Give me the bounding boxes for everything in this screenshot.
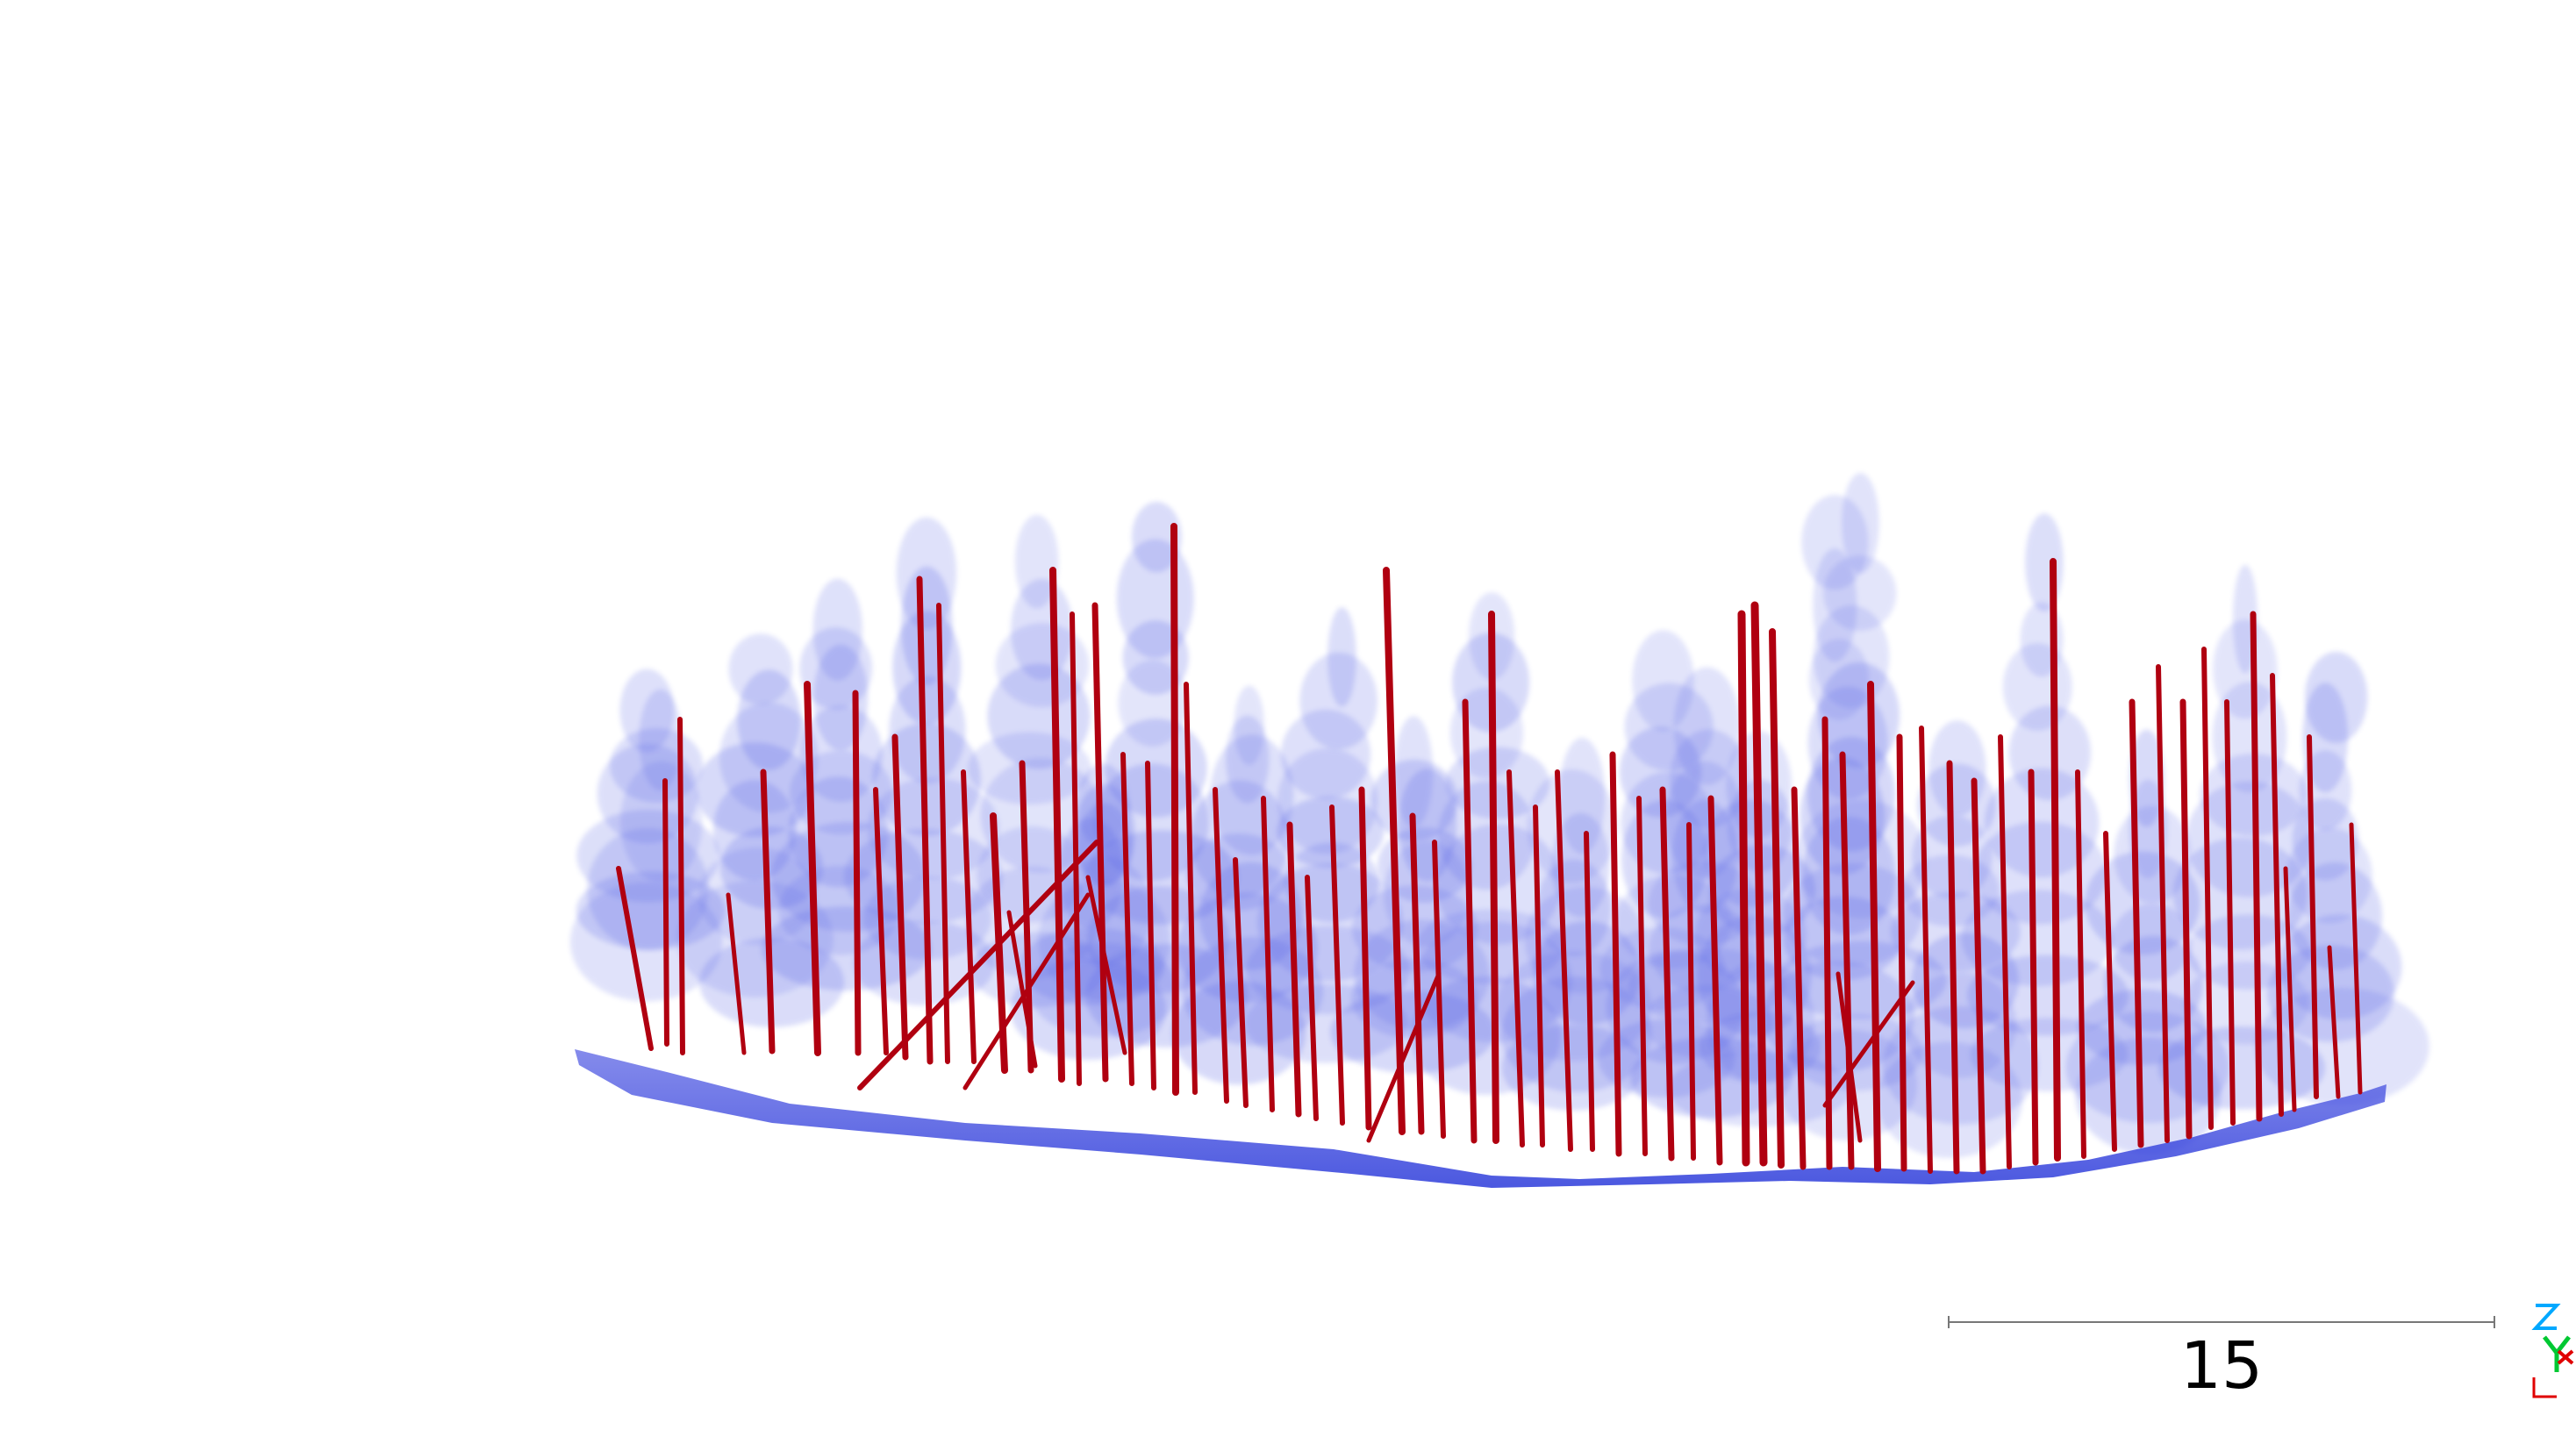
tree-stem xyxy=(1329,804,1345,1126)
crown-point-cluster xyxy=(2255,987,2429,1105)
tree-stem xyxy=(961,769,977,1064)
tree-stem xyxy=(1998,734,2012,1169)
crown-point-cluster xyxy=(1813,548,1857,662)
tree-stem xyxy=(2327,945,2341,1099)
tree-stem xyxy=(1609,751,1622,1157)
tree-stem xyxy=(1184,682,1198,1095)
tree-stem xyxy=(2283,866,2297,1112)
crown-point-cluster xyxy=(1801,495,1869,590)
crown-point-cluster xyxy=(1501,1025,1644,1111)
tree-stem xyxy=(1750,601,1768,1167)
tree-stem xyxy=(1971,777,1986,1175)
tree-stem xyxy=(616,866,654,1051)
axis-orientation-gizmo xyxy=(2531,1304,2574,1398)
tree-stem xyxy=(1170,523,1179,1096)
tree-stem-segments xyxy=(616,523,2363,1175)
tree-stem xyxy=(852,690,862,1056)
tree-stem xyxy=(1383,567,1406,1135)
tree-stem xyxy=(1839,751,1855,1170)
tree-stem xyxy=(1555,769,1573,1152)
tree-stem xyxy=(1506,769,1525,1148)
leaning-tree-stem xyxy=(857,840,1099,1090)
tree-stem xyxy=(2103,831,2117,1152)
tree-stem xyxy=(1305,875,1319,1121)
tree-stem xyxy=(1233,857,1249,1108)
tree-stem xyxy=(891,733,909,1061)
tree-stem xyxy=(1835,971,1863,1143)
tree-stem xyxy=(1919,726,1933,1174)
tree-stem xyxy=(1409,812,1425,1135)
tree-stem xyxy=(804,681,821,1056)
scale-bar-label: 15 xyxy=(2179,1328,2264,1404)
tree-stem xyxy=(662,778,669,1047)
leaning-tree-stem xyxy=(1822,980,1915,1108)
tree-stem xyxy=(760,769,776,1055)
y-axis-icon xyxy=(2543,1335,2571,1372)
tree-stem xyxy=(1286,821,1302,1118)
tree-stem xyxy=(726,892,747,1055)
tree-stem xyxy=(2349,822,2363,1095)
tree-stem xyxy=(1737,610,1750,1167)
tree-stem xyxy=(1707,795,1723,1166)
tree-stem xyxy=(936,603,950,1064)
tree-stem xyxy=(916,576,934,1065)
tree-stem xyxy=(1636,796,1648,1156)
tree-stem xyxy=(1584,831,1595,1152)
tree-stem xyxy=(1867,681,1881,1172)
tree-stem xyxy=(1769,628,1785,1169)
tree-stem xyxy=(1049,567,1065,1083)
tree-stem xyxy=(1091,602,1109,1083)
tree-stem xyxy=(1261,796,1275,1112)
tree-stem xyxy=(2075,769,2086,1159)
tree-stem xyxy=(1213,787,1229,1104)
scale-bar-tick-left xyxy=(1948,1316,1950,1328)
tree-stem xyxy=(2028,769,2039,1166)
tree-stem xyxy=(2050,558,2061,1162)
leaning-tree-stem xyxy=(1366,971,1442,1143)
tree-crown-points xyxy=(569,473,2429,1158)
tree-stem xyxy=(2270,673,2284,1117)
tree-stem xyxy=(1358,786,1372,1131)
tree-stem xyxy=(1791,786,1807,1170)
scale-bar: 15 xyxy=(1948,1316,2495,1404)
tree-stem xyxy=(1462,698,1478,1144)
tree-stem xyxy=(873,787,889,1055)
tree-stem xyxy=(2250,611,2263,1122)
leaning-tree-stem xyxy=(962,892,1091,1090)
tree-stem xyxy=(1488,611,1499,1144)
tree-stem xyxy=(1686,822,1696,1161)
tree-stem xyxy=(2224,699,2236,1126)
tree-stem xyxy=(677,717,685,1055)
tree-stem xyxy=(1006,910,1038,1069)
crown-point-cluster xyxy=(1630,1037,1792,1119)
x-axis-icon xyxy=(2532,1349,2574,1398)
tree-stem xyxy=(2307,734,2319,1099)
tree-stem xyxy=(1896,733,1907,1172)
crown-point-cluster xyxy=(2025,513,2064,612)
tree-stem xyxy=(1821,716,1833,1170)
scale-bar-line xyxy=(1948,1321,2495,1323)
tree-stem xyxy=(2156,664,2170,1143)
tree-stem xyxy=(2129,698,2144,1148)
scale-bar-tick-right xyxy=(2494,1316,2495,1328)
tree-stem xyxy=(1070,611,1082,1086)
tree-stem xyxy=(1533,804,1545,1148)
tree-stem xyxy=(1946,760,1960,1175)
tree-stem xyxy=(1145,761,1156,1090)
tree-stem xyxy=(2201,647,2214,1130)
tree-stem xyxy=(2179,698,2193,1140)
tree-stem xyxy=(1085,875,1127,1055)
tree-stem xyxy=(1120,752,1134,1086)
tree-stem xyxy=(1659,786,1675,1162)
tree-stem xyxy=(1432,840,1446,1139)
z-axis-icon xyxy=(2531,1304,2561,1330)
